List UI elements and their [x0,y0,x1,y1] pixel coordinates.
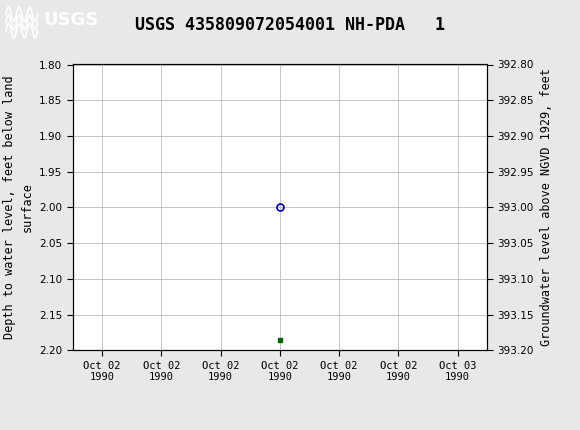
Y-axis label: Depth to water level, feet below land
surface: Depth to water level, feet below land su… [3,76,33,339]
Text: USGS: USGS [44,12,99,29]
Text: USGS 435809072054001 NH-PDA   1: USGS 435809072054001 NH-PDA 1 [135,16,445,34]
Y-axis label: Groundwater level above NGVD 1929, feet: Groundwater level above NGVD 1929, feet [539,68,553,347]
